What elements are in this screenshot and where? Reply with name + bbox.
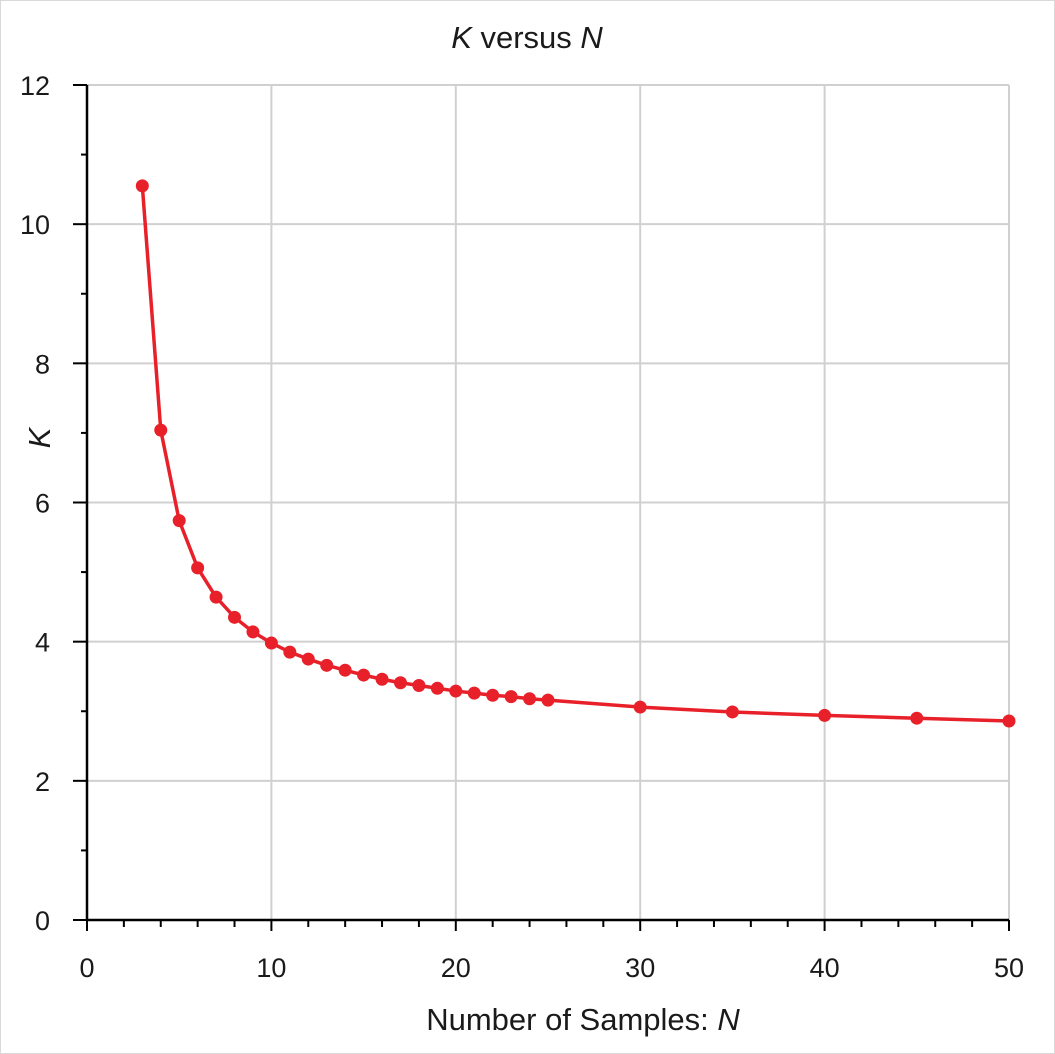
x-tick-label: 40 bbox=[810, 953, 840, 983]
y-tick-label: 10 bbox=[20, 210, 50, 240]
y-tick-label: 6 bbox=[35, 489, 50, 519]
series-group bbox=[135, 179, 1016, 728]
tick-marks bbox=[73, 84, 1010, 931]
data-point bbox=[1002, 714, 1016, 728]
data-point bbox=[449, 684, 463, 698]
data-point bbox=[430, 681, 444, 695]
data-point bbox=[725, 705, 739, 719]
data-point bbox=[228, 610, 242, 624]
chart-title-var-k: K bbox=[451, 20, 473, 55]
x-tick-label: 50 bbox=[994, 953, 1024, 983]
x-tick-label: 30 bbox=[625, 953, 655, 983]
data-point bbox=[264, 636, 278, 650]
data-point bbox=[504, 690, 518, 704]
data-point bbox=[818, 708, 832, 722]
data-point bbox=[633, 700, 647, 714]
tick-labels: 0 10 20 30 40 50 0 2 4 6 8 10 12 bbox=[20, 71, 1024, 983]
chart-title-middle: versus bbox=[472, 20, 581, 55]
data-point bbox=[283, 645, 297, 659]
data-point bbox=[135, 179, 149, 193]
gridlines bbox=[87, 84, 1010, 920]
data-point bbox=[357, 668, 371, 682]
y-tick-label: 4 bbox=[35, 628, 50, 658]
data-point bbox=[910, 711, 924, 725]
chart-title: K versus N bbox=[451, 20, 603, 55]
x-tick-label: 20 bbox=[441, 953, 471, 983]
data-point bbox=[375, 672, 389, 686]
x-axis-title-prefix: Number of Samples: bbox=[426, 1002, 717, 1037]
data-point bbox=[338, 663, 352, 677]
data-point bbox=[246, 625, 260, 639]
series-line bbox=[140, 185, 1010, 723]
y-tick-label: 8 bbox=[35, 349, 50, 379]
x-tick-label: 10 bbox=[256, 953, 286, 983]
data-point bbox=[486, 688, 500, 702]
y-tick-label: 12 bbox=[20, 71, 50, 101]
data-point bbox=[523, 692, 537, 706]
y-tick-label: 2 bbox=[35, 767, 50, 797]
data-point bbox=[154, 423, 168, 437]
y-axis-title: K bbox=[22, 426, 57, 448]
data-point bbox=[301, 652, 315, 666]
data-point bbox=[393, 676, 407, 690]
x-axis-title-var: N bbox=[717, 1002, 740, 1037]
data-point bbox=[541, 693, 555, 707]
data-point bbox=[172, 514, 186, 528]
x-tick-label: 0 bbox=[79, 953, 94, 983]
chart-title-var-n: N bbox=[580, 20, 603, 55]
data-point bbox=[191, 561, 205, 575]
data-point bbox=[412, 679, 426, 693]
data-point bbox=[209, 590, 223, 604]
x-axis-title: Number of Samples: N bbox=[426, 1002, 740, 1037]
data-point bbox=[320, 658, 334, 672]
y-tick-label: 0 bbox=[35, 906, 50, 936]
data-point bbox=[467, 686, 481, 700]
